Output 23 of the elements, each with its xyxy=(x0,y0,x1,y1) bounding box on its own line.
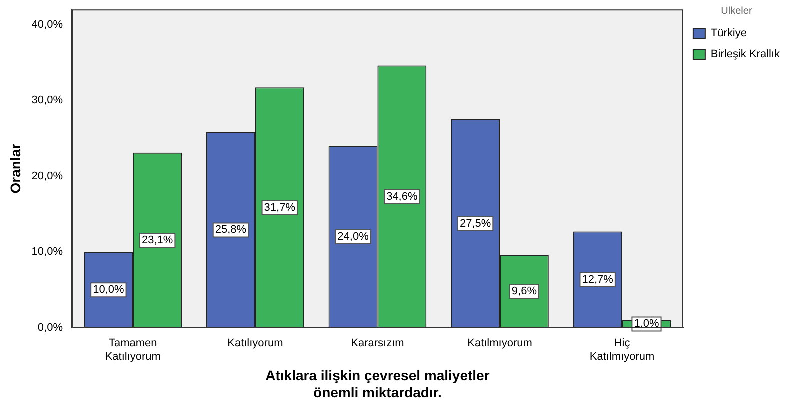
x-tick-label: Katılıyorum xyxy=(228,338,284,350)
x-tick-label: Hiç Katılmıyorum xyxy=(590,338,655,363)
y-tick-label: 40,0% xyxy=(32,18,64,31)
data-label: 31,7% xyxy=(264,202,296,214)
legend-label: Türkiye xyxy=(710,28,747,40)
x-axis-title: Atıklara ilişkin çevresel maliyetler önemli miktardadır. xyxy=(266,368,490,400)
x-tick-label: Katılmıyorum xyxy=(468,338,532,350)
data-label: 25,8% xyxy=(215,224,247,236)
x-tick-label: Kararsızım xyxy=(351,338,404,350)
x-tick-label: Tamamen Katılıyorum xyxy=(105,338,161,363)
legend-label: Birleşik Krallık xyxy=(710,48,780,61)
y-tick-label: 0,0% xyxy=(38,322,64,334)
data-label: 23,1% xyxy=(142,234,174,246)
data-label: 12,7% xyxy=(582,274,614,286)
data-label: 10,0% xyxy=(93,284,124,296)
data-label: 27,5% xyxy=(460,218,492,230)
data-label: 24,0% xyxy=(338,231,370,244)
y-tick-label: 10,0% xyxy=(32,246,64,258)
y-tick-label: 20,0% xyxy=(32,170,64,182)
y-tick-label: 30,0% xyxy=(32,94,64,107)
data-label: 34,6% xyxy=(386,190,418,203)
data-label: 9,6% xyxy=(512,286,538,298)
y-axis-title: Oranlar xyxy=(7,143,24,194)
